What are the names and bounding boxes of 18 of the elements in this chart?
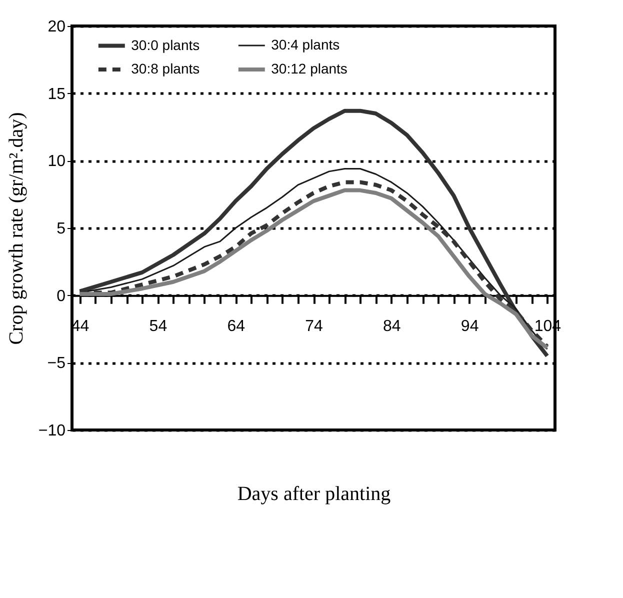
- legend-label: 30:0 plants: [131, 36, 200, 53]
- x-axis-title: Days after planting: [237, 482, 391, 505]
- legend-label: 30:12 plants: [271, 60, 348, 76]
- y-tick-label: 5: [56, 220, 66, 238]
- y-tick-label: −5: [47, 355, 66, 372]
- x-tick-label: 94: [460, 318, 479, 335]
- y-axis-title: Crop growth rate (gr/m².day): [5, 112, 28, 345]
- y-tick-label: −10: [38, 422, 66, 440]
- y-tick-label: 15: [48, 86, 66, 103]
- x-tick-label: 74: [305, 318, 323, 335]
- legend-label: 30:4 plants: [271, 36, 340, 52]
- x-tick-label: 84: [383, 318, 401, 335]
- y-tick-label: 20: [48, 18, 66, 36]
- legend-label: 30:8 plants: [131, 60, 200, 76]
- x-tick-label: 54: [149, 318, 168, 335]
- y-tick-label: 0: [56, 288, 66, 305]
- y-tick-label: 10: [48, 153, 66, 170]
- x-tick-label: 64: [227, 318, 246, 335]
